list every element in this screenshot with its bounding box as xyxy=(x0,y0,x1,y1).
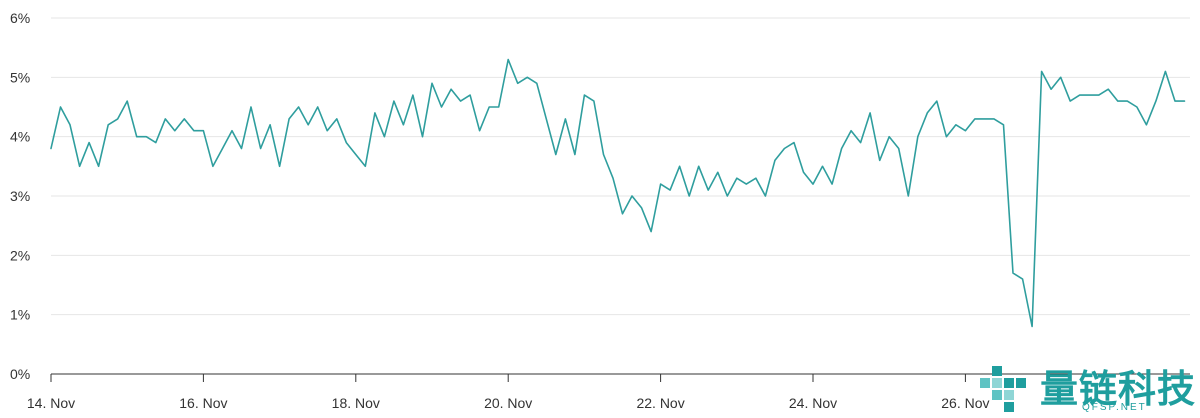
y-tick-label: 5% xyxy=(10,69,30,85)
x-tick-label: 24. Nov xyxy=(789,395,837,411)
gridlines xyxy=(51,17,1190,316)
watermark-logo-icon xyxy=(980,366,1026,412)
watermark-subtext: QFSP.NET xyxy=(1082,402,1147,413)
series-line xyxy=(50,58,1186,328)
y-tick-label: 0% xyxy=(10,366,30,382)
x-tick-label: 16. Nov xyxy=(179,395,227,411)
y-tick-label: 3% xyxy=(10,188,30,204)
x-tick-label: 26. Nov xyxy=(941,395,989,411)
watermark: 量链科技 QFSP.NET xyxy=(978,356,1200,418)
x-axis: 14. Nov 16. Nov 18. Nov 20. Nov 22. Nov 24. N… xyxy=(27,373,1190,411)
x-tick-label: 22. Nov xyxy=(636,395,684,411)
y-tick-label: 1% xyxy=(10,307,30,323)
x-tick-label: 14. Nov xyxy=(27,395,75,411)
series-line-group xyxy=(50,58,1186,328)
x-tick-label: 18. Nov xyxy=(332,395,380,411)
y-tick-label: 6% xyxy=(10,10,30,26)
x-tick-label: 20. Nov xyxy=(484,395,532,411)
y-tick-label: 2% xyxy=(10,247,30,263)
watermark-text: 量链科技 xyxy=(1040,367,1197,411)
y-axis-tick-labels: 0% 1% 2% 3% 4% 5% 6% xyxy=(10,10,30,382)
y-tick-label: 4% xyxy=(10,129,30,145)
